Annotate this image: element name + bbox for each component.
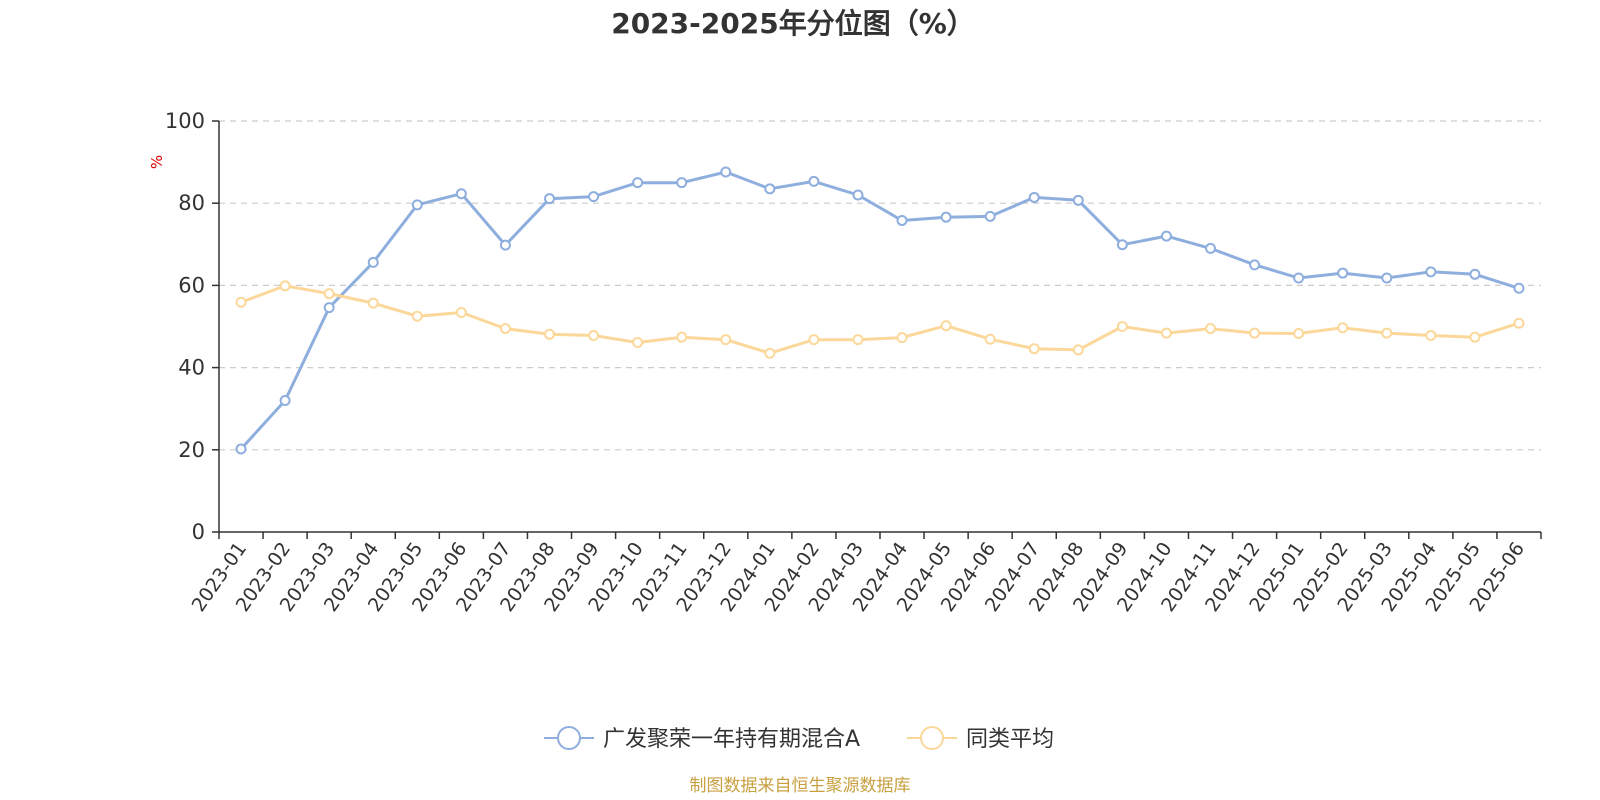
data-point — [764, 347, 776, 359]
data-point — [279, 280, 291, 292]
data-point — [1337, 267, 1349, 279]
series-group — [235, 280, 1525, 359]
axes: 0204060801002023-012023-022023-032023-04… — [165, 109, 1542, 616]
data-point — [896, 332, 908, 344]
data-point — [764, 183, 776, 195]
data-point — [367, 256, 379, 268]
data-point — [808, 334, 820, 346]
data-point — [1205, 323, 1216, 335]
data-point — [1381, 327, 1393, 339]
data-point — [544, 193, 555, 205]
data-point — [279, 394, 291, 406]
data-point — [1028, 343, 1040, 355]
data-point — [720, 166, 732, 178]
legend-item[interactable]: 广发聚荣一年持有期混合A — [544, 726, 860, 752]
data-point — [235, 296, 247, 308]
y-tick-label: 80 — [178, 191, 205, 215]
series-layer — [235, 166, 1525, 455]
data-point — [852, 189, 864, 201]
legend[interactable]: 广发聚荣一年持有期混合A 同类平均 — [544, 726, 1054, 752]
data-point — [1205, 242, 1216, 254]
data-point — [1425, 330, 1437, 342]
data-point — [1293, 327, 1305, 339]
data-point — [455, 307, 467, 319]
legend-item[interactable]: 同类平均 — [907, 726, 1054, 752]
data-point — [1293, 272, 1305, 284]
legend-marker — [920, 726, 944, 750]
data-point — [984, 210, 996, 222]
data-point — [499, 239, 511, 251]
data-point — [323, 302, 335, 314]
data-point — [235, 443, 247, 455]
data-point — [632, 337, 644, 349]
data-point — [1028, 191, 1040, 203]
data-point — [588, 330, 600, 342]
data-point — [896, 214, 908, 226]
source-note: 制图数据来自恒生聚源数据库 — [690, 776, 911, 796]
data-point — [1337, 322, 1349, 334]
data-point — [1116, 321, 1128, 332]
data-point — [940, 211, 952, 223]
data-point — [1469, 268, 1481, 280]
data-point — [1160, 327, 1172, 339]
legend-label: 同类平均 — [966, 727, 1054, 752]
data-point — [1072, 194, 1084, 206]
series-group — [235, 166, 1525, 455]
data-point — [676, 331, 688, 343]
data-point — [676, 177, 688, 189]
data-point — [588, 191, 600, 203]
data-point — [1249, 259, 1261, 271]
data-point — [1249, 327, 1261, 339]
series-line — [239, 284, 1521, 355]
data-point — [1381, 272, 1393, 284]
y-tick-label: 20 — [178, 438, 205, 462]
data-point — [499, 323, 511, 335]
data-point — [1513, 317, 1525, 329]
data-point — [367, 297, 379, 309]
data-point — [940, 320, 952, 332]
data-point — [411, 310, 423, 322]
data-point — [1072, 344, 1084, 356]
data-point — [411, 199, 423, 211]
data-point — [720, 334, 732, 346]
y-axis-unit-label: % — [148, 155, 166, 169]
y-tick-label: 0 — [192, 520, 205, 544]
data-point — [1425, 266, 1437, 278]
data-point — [808, 175, 820, 187]
data-point — [323, 288, 335, 300]
data-point — [455, 188, 467, 200]
series-line — [239, 170, 1521, 451]
chart-title: 2023-2025年分位图（%） — [611, 7, 975, 40]
legend-label: 广发聚荣一年持有期混合A — [603, 727, 860, 752]
data-point — [984, 333, 996, 345]
y-tick-label: 60 — [178, 273, 205, 297]
y-tick-label: 100 — [165, 109, 205, 133]
data-point — [852, 334, 864, 346]
data-point — [1513, 282, 1525, 294]
data-point — [1469, 331, 1481, 343]
grid-lines — [219, 120, 1541, 451]
data-point — [1160, 230, 1172, 242]
y-tick-label: 40 — [178, 356, 205, 380]
data-point — [1116, 239, 1128, 251]
data-point — [544, 328, 555, 340]
legend-marker — [557, 726, 581, 750]
data-point — [632, 177, 644, 189]
